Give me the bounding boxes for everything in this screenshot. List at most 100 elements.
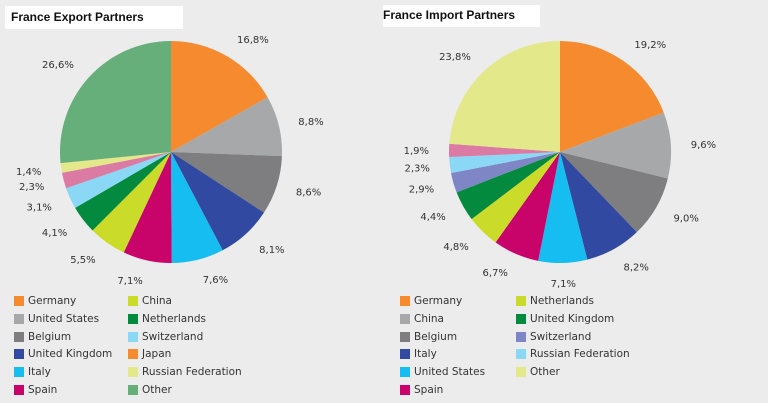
export-slice-italy [171,152,223,263]
import-legend-item: Italy [400,348,437,360]
legend-label: Netherlands [530,295,595,307]
import-legend-item: Switzerland [516,331,591,343]
import-legend-item: Spain [400,384,443,396]
export-legend-item: Italy [14,366,51,378]
export-legend-item: Switzerland [128,331,203,343]
export-data-label: 4,1% [42,228,67,239]
import-data-label: 9,0% [673,214,698,225]
import-data-label: 23,8% [439,52,471,63]
legend-swatch [400,367,410,378]
legend-label: United States [414,366,486,379]
legend-label: Italy [28,366,51,379]
import-data-label: 7,1% [551,279,576,290]
legend-label: United States [28,312,100,325]
legend-label: Japan [142,348,172,361]
export-legend-item: Japan [128,348,171,360]
export-data-label: 1,4% [16,167,41,178]
import-legend-item: Germany [400,295,462,307]
legend-swatch [14,331,24,342]
legend-label: Belgium [414,330,458,343]
legend-label: Other [530,366,560,379]
export-legend-item: Netherlands [128,313,206,325]
legend-label: Spain [28,384,58,396]
legend-label: Germany [28,295,77,307]
legend-swatch [400,313,410,324]
legend-label: Belgium [28,330,72,343]
import-legend-item: United States [400,366,485,378]
legend-label: Netherlands [142,312,207,325]
legend-label: Switzerland [142,330,204,343]
import-data-label: 1,9% [404,146,429,157]
legend-label: United Kingdom [28,348,113,361]
export-data-label: 7,6% [203,275,228,286]
export-data-label: 7,1% [117,276,142,287]
legend-label: Russian Federation [530,348,630,361]
export-slice-spain [123,152,172,263]
legend-swatch [128,296,138,306]
export-slice-germany [171,41,268,152]
legend-label: Russian Federation [142,366,242,379]
export-legend-item: Germany [14,295,76,307]
import-data-label: 6,7% [483,268,508,279]
export-slice-china [92,152,171,253]
legend-label: Switzerland [530,330,592,343]
legend-swatch [516,349,526,360]
export-slice-united-states [171,97,283,157]
legend-label: China [142,295,172,307]
import-slice-china [560,112,671,179]
import-chart-title: France Import Partners [383,5,540,27]
legend-swatch [128,385,138,395]
legend-swatch [128,331,138,342]
legend-swatch [400,349,410,360]
legend-label: Italy [414,348,437,361]
legend-swatch [400,296,410,306]
import-data-label: 9,6% [691,140,716,151]
export-chart-title: France Export Partners [5,6,183,29]
legend-swatch [128,367,138,378]
export-slice-netherlands [75,152,171,231]
import-slice-united-states [538,152,588,264]
legend-swatch [14,296,24,306]
legend-swatch [14,313,24,324]
export-data-label: 5,5% [70,255,95,266]
import-slice-unlabeled [449,143,560,158]
legend-label: Other [142,384,172,396]
export-legend-item: Other [128,384,172,396]
export-legend-item: Belgium [14,331,71,343]
export-legend-item: United States [14,313,99,325]
legend-swatch [400,331,410,342]
import-data-label: 19,2% [634,40,666,51]
legend-swatch [516,313,526,324]
import-slice-belgium [560,152,668,233]
import-data-label: 2,9% [409,184,434,195]
import-legend-item: Russian Federation [516,348,630,360]
export-data-label: 8,8% [298,117,323,128]
export-slice-switzerland [66,152,171,208]
import-slice-switzerland [451,152,560,193]
export-data-label: 8,1% [259,245,284,256]
import-data-label: 8,2% [624,263,649,274]
import-data-label: 4,4% [420,212,445,223]
export-legend-item: Russian Federation [128,366,242,378]
export-legend-item: China [128,295,172,307]
export-slice-united-kingdom [171,152,264,251]
legend-swatch [516,331,526,342]
import-legend-item: Netherlands [516,295,594,307]
import-legend-item: China [400,313,444,325]
import-legend-item: Other [516,366,560,378]
legend-swatch [14,349,24,360]
import-slice-spain [495,152,560,261]
legend-swatch [516,296,526,306]
export-slice-japan [61,152,172,189]
import-legend-item: United Kingdom [516,313,614,325]
import-slice-other [449,41,560,152]
import-data-label: 2,3% [405,163,430,174]
import-slice-italy [560,152,637,260]
legend-label: Spain [414,384,444,396]
export-data-label: 26,6% [42,60,74,71]
import-slice-russian-federation [449,152,560,173]
legend-swatch [14,367,24,378]
export-slice-belgium [171,152,282,213]
legend-label: Germany [414,295,463,307]
